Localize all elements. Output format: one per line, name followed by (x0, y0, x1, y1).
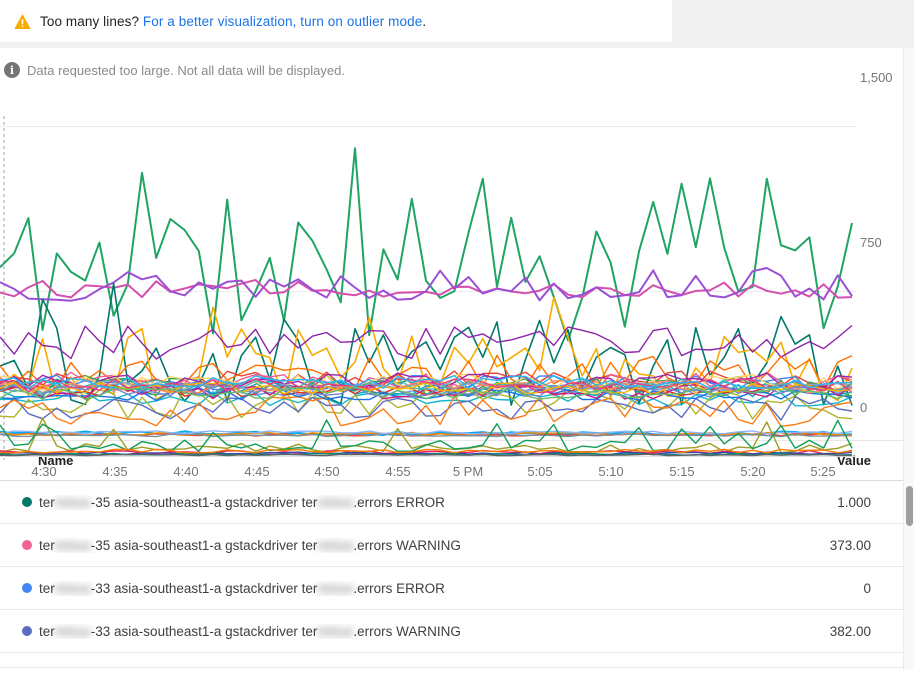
x-tick-label: 4:35 (102, 464, 128, 479)
series-line-main-green (0, 147, 853, 342)
chart-table-divider (0, 440, 903, 441)
series-line-purple-mid (0, 324, 853, 360)
series-line-spiky-green (0, 419, 853, 453)
x-tick-label: 4:40 (173, 464, 199, 479)
series-line-low-gray (0, 453, 852, 457)
series-line-violet-high (0, 267, 853, 302)
legend-partial-row (0, 653, 903, 668)
banner-question: Too many lines? (40, 13, 143, 29)
series-name: terminus-35 asia-southeast1-a gstackdriv… (39, 494, 445, 510)
series-name: terminus-33 asia-southeast1-a gstackdriv… (39, 580, 445, 596)
legend-table: Name Value terminus-35 asia-southeast1-a… (0, 441, 903, 668)
redacted-text: minus (54, 494, 91, 510)
gridline-0 (0, 456, 856, 457)
x-tick-label: 4:45 (244, 464, 270, 479)
series-color-dot (22, 626, 32, 636)
series-color-dot (22, 583, 32, 593)
redacted-text: minus (54, 580, 91, 596)
redacted-text: minus (317, 623, 354, 639)
x-tick-label: 5:25 (810, 464, 836, 479)
series-line-low-orange (0, 448, 853, 454)
x-tick-label: 5:20 (740, 464, 766, 479)
legend-row[interactable]: terminus-33 asia-southeast1-a gstackdriv… (0, 567, 903, 610)
series-line-orange (0, 354, 853, 391)
y-tick-label: 1,500 (860, 70, 893, 85)
series-line-coral (0, 379, 853, 394)
series-name: terminus-33 asia-southeast1-a gstackdriv… (39, 623, 461, 639)
x-tick-label: 4:30 (31, 464, 57, 479)
outlier-mode-link[interactable]: For a better visualization, turn on outl… (142, 13, 423, 29)
series-line-cyan (0, 390, 853, 407)
series-color-dot (22, 540, 32, 550)
series-line-flat-slate (0, 433, 853, 438)
series-line-indigo (0, 396, 853, 421)
vertical-scrollbar[interactable] (903, 48, 914, 670)
redacted-text: minus (317, 537, 354, 553)
redacted-text: minus (54, 537, 91, 553)
chart-card: i Data requested too large. Not all data… (0, 48, 903, 670)
banner-text: Too many lines? For a better visualizati… (40, 14, 426, 29)
series-line-flat-blue (0, 430, 853, 435)
series-line-orange-2 (0, 394, 853, 427)
info-circle-icon: i (4, 62, 20, 78)
legend-row[interactable]: terminus-33 asia-southeast1-a gstackdriv… (0, 610, 903, 653)
line-chart-plot[interactable] (0, 114, 860, 462)
x-tick-label: 5:10 (598, 464, 624, 479)
data-too-large-notice: i Data requested too large. Not all data… (4, 62, 355, 78)
x-tick-label: 5 PM (452, 464, 484, 479)
chart-series-lines (0, 116, 853, 460)
redacted-text: minus (317, 580, 354, 596)
redacted-text: minus (317, 494, 354, 510)
gridline-1500 (0, 126, 856, 127)
scrollbar-thumb[interactable] (906, 486, 913, 526)
x-axis-labels: 4:30 4:35 4:40 4:45 4:50 4:55 5 PM 5:05 5:10 5:15… (0, 464, 860, 480)
x-tick-label: 4:55 (385, 464, 411, 479)
legend-row[interactable]: terminus-35 asia-southeast1-a gstackdriv… (0, 524, 903, 567)
series-name: terminus-35 asia-southeast1-a gstackdriv… (39, 537, 461, 553)
x-tick-label: 5:15 (669, 464, 695, 479)
series-color-dot (22, 497, 32, 507)
too-many-lines-banner: Too many lines? For a better visualizati… (0, 0, 672, 42)
warning-triangle-icon (14, 13, 31, 29)
series-value: 1.000 (837, 494, 871, 510)
series-line-teal-3 (0, 377, 853, 392)
series-value: 0 (863, 580, 871, 596)
legend-row[interactable]: terminus-35 asia-southeast1-a gstackdriv… (0, 481, 903, 524)
y-tick-label: 750 (860, 235, 882, 250)
redacted-text: minus (54, 623, 91, 639)
series-value: 382.00 (829, 623, 871, 639)
banner-row: Too many lines? For a better visualizati… (0, 0, 914, 48)
series-line-sky (0, 374, 853, 389)
x-tick-label: 4:50 (314, 464, 340, 479)
banner-period: . (422, 13, 427, 29)
series-line-rose (0, 378, 853, 394)
notice-text: Data requested too large. Not all data w… (27, 62, 345, 78)
x-tick-label: 5:05 (527, 464, 553, 479)
series-value: 373.00 (829, 537, 871, 553)
y-tick-label: 0 (860, 400, 868, 415)
